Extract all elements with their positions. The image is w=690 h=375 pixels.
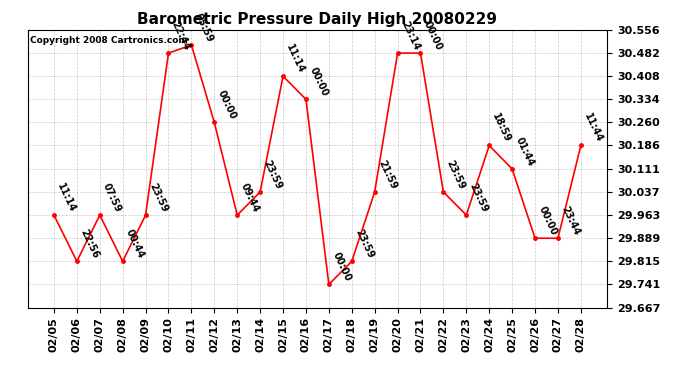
Text: 11:14: 11:14 [55, 182, 77, 214]
Text: 23:59: 23:59 [262, 158, 284, 190]
Text: 18:59: 18:59 [491, 112, 513, 144]
Text: 09:44: 09:44 [239, 182, 261, 214]
Text: 23:59: 23:59 [445, 158, 467, 190]
Text: Copyright 2008 Cartronics.com: Copyright 2008 Cartronics.com [30, 36, 188, 45]
Text: 00:00: 00:00 [331, 251, 353, 283]
Text: 05:59: 05:59 [193, 11, 215, 44]
Text: 07:59: 07:59 [101, 182, 124, 214]
Text: 22:44: 22:44 [170, 20, 192, 52]
Text: 00:00: 00:00 [216, 88, 238, 121]
Text: 00:00: 00:00 [307, 66, 330, 98]
Text: 11:44: 11:44 [582, 112, 604, 144]
Text: 01:44: 01:44 [513, 135, 535, 168]
Text: 21:59: 21:59 [376, 158, 398, 190]
Text: 22:56: 22:56 [78, 228, 101, 260]
Text: 00:00: 00:00 [536, 204, 559, 237]
Text: 23:59: 23:59 [147, 182, 169, 214]
Text: 00:44: 00:44 [124, 228, 146, 260]
Text: 23:59: 23:59 [353, 228, 375, 260]
Text: 23:59: 23:59 [468, 182, 490, 214]
Text: 11:14: 11:14 [284, 42, 306, 75]
Text: 23:44: 23:44 [560, 204, 582, 237]
Text: 23:14: 23:14 [399, 20, 421, 52]
Text: 00:00: 00:00 [422, 20, 444, 52]
Title: Barometric Pressure Daily High 20080229: Barometric Pressure Daily High 20080229 [137, 12, 497, 27]
